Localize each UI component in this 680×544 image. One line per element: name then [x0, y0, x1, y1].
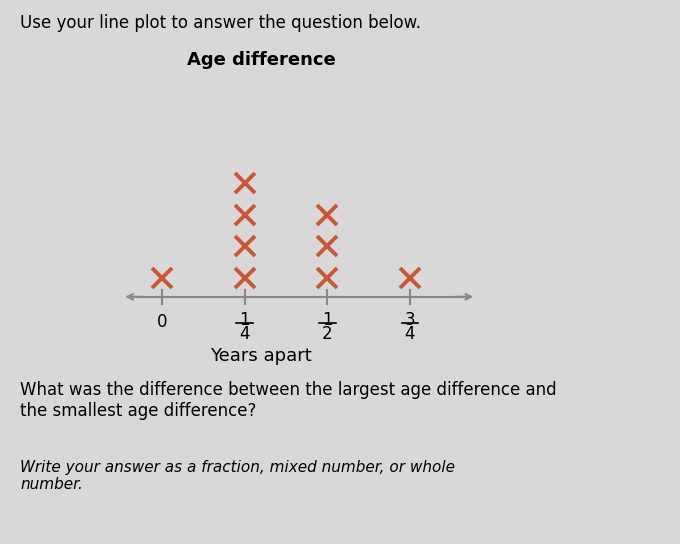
- Text: Write your answer as a fraction, mixed number, or whole
number.: Write your answer as a fraction, mixed n…: [20, 460, 456, 492]
- Text: 1: 1: [322, 311, 333, 329]
- Text: Use your line plot to answer the question below.: Use your line plot to answer the questio…: [20, 14, 422, 32]
- Text: Age difference: Age difference: [187, 51, 335, 69]
- Text: What was the difference between the largest age difference and
the smallest age : What was the difference between the larg…: [20, 381, 557, 419]
- Text: 1: 1: [239, 311, 250, 329]
- Text: Years apart: Years apart: [210, 348, 312, 366]
- Text: 3: 3: [405, 311, 415, 329]
- Text: 0: 0: [157, 313, 167, 331]
- Text: 4: 4: [239, 325, 250, 343]
- Text: 2: 2: [322, 325, 333, 343]
- Text: 4: 4: [405, 325, 415, 343]
